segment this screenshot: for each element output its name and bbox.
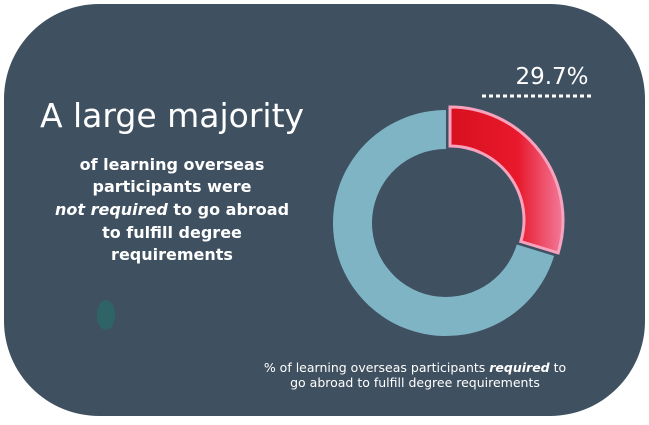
- decorative-dot: [97, 300, 115, 330]
- caption-line: % of learning overseas participants requ…: [264, 360, 566, 375]
- chart-title: A large majority: [40, 96, 304, 135]
- caption-text: to: [550, 360, 567, 375]
- subtitle-emphasis: not required: [55, 200, 168, 219]
- caption-line: go abroad to fulfill degree requirements: [290, 375, 540, 390]
- donut: [333, 105, 565, 336]
- subtitle-line: not required to go abroad: [55, 200, 289, 219]
- caption-text: % of learning overseas participants: [264, 360, 489, 375]
- subtitle-line: to fulfill degree: [102, 223, 242, 242]
- donut-slice: [448, 105, 565, 255]
- donut-slice: [333, 110, 555, 336]
- subtitle-line: participants were: [93, 177, 252, 196]
- caption-emphasis: required: [489, 360, 550, 375]
- value-label: 29.7%: [515, 64, 588, 90]
- subtitle-line: of learning overseas: [80, 155, 265, 174]
- subtitle-text: to go abroad: [168, 200, 289, 219]
- subtitle-line: requirements: [111, 245, 233, 264]
